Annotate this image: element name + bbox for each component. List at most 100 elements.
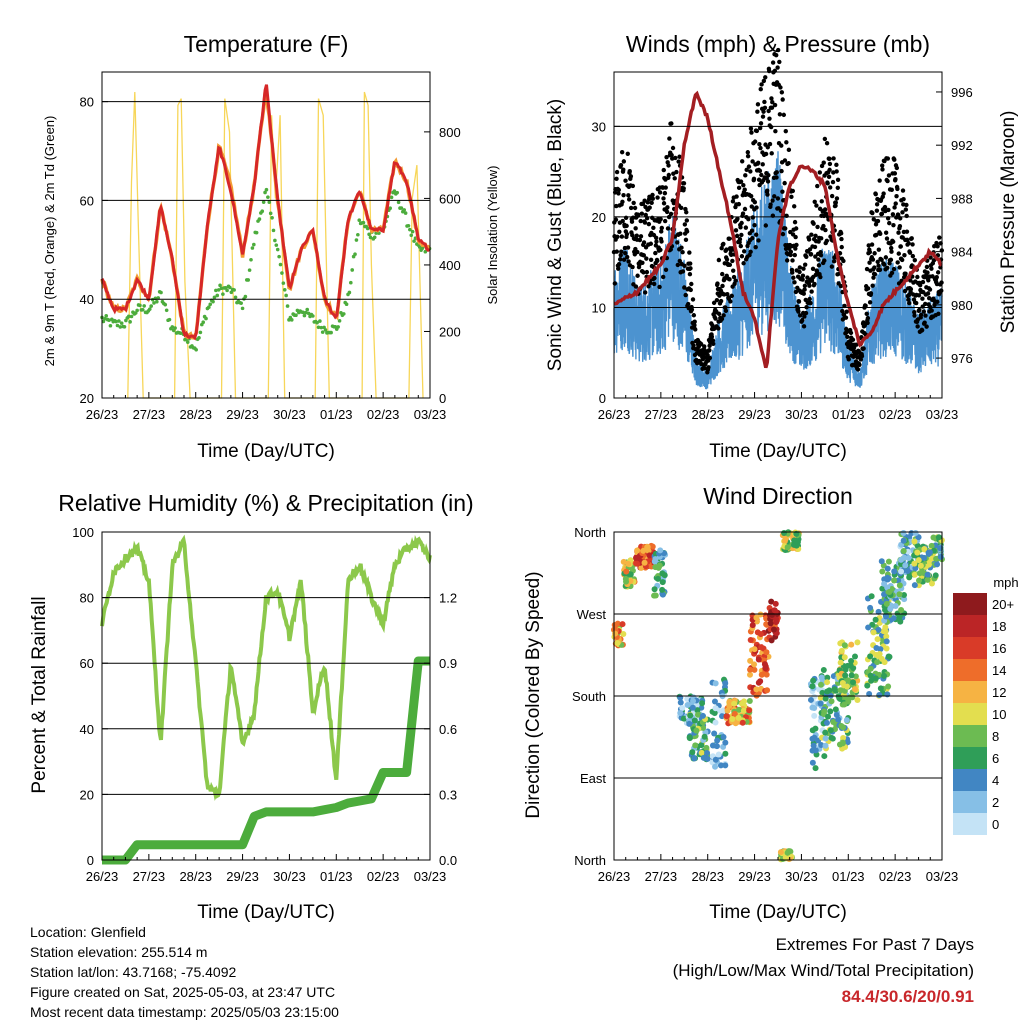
gust-point: [801, 266, 806, 271]
gust-point: [790, 270, 795, 275]
gust-point: [661, 196, 666, 201]
direction-point: [911, 571, 918, 578]
gust-point: [736, 185, 742, 191]
gust-point: [872, 271, 878, 277]
gust-point: [626, 193, 631, 198]
gust-point: [829, 264, 835, 269]
dewpoint-point: [423, 249, 428, 254]
gust-point: [890, 239, 896, 244]
gust-point: [813, 254, 818, 259]
direction-point: [811, 734, 818, 741]
gust-point: [831, 170, 836, 175]
dewpoint-series: [100, 187, 432, 352]
dewpoint-point: [336, 325, 340, 329]
gust-point: [654, 239, 659, 244]
direction-point: [881, 672, 888, 679]
gust-point: [912, 257, 918, 263]
gust-point: [707, 355, 713, 361]
gust-point: [870, 283, 875, 288]
direction-point: [684, 701, 691, 708]
direction-point: [746, 671, 753, 678]
gust-point: [657, 284, 662, 290]
gust-point: [684, 218, 690, 223]
dewpoint-point: [305, 307, 310, 312]
gust-point: [817, 170, 822, 175]
direction-point: [704, 749, 711, 756]
direction-point: [828, 734, 835, 741]
gust-point: [855, 367, 861, 372]
direction-point: [627, 578, 634, 585]
gust-point: [628, 174, 634, 179]
direction-point: [892, 602, 899, 609]
gust-point: [644, 269, 650, 275]
gust-point: [840, 308, 845, 314]
gust-point: [619, 234, 625, 239]
dewpoint-point: [201, 320, 206, 324]
wind-direction-x-tick-label: 03/23: [926, 869, 959, 884]
direction-point: [782, 535, 789, 542]
dewpoint-point: [207, 305, 211, 310]
direction-point: [677, 710, 684, 717]
gust-point: [801, 291, 806, 296]
speed-legend-label: 0: [992, 817, 999, 832]
gust-point: [777, 112, 783, 117]
direction-point: [651, 592, 658, 599]
humidity-y2-tick-label: 0.0: [439, 853, 457, 868]
gust-point: [802, 262, 808, 267]
gust-point: [876, 247, 882, 252]
gust-point: [678, 231, 683, 236]
gust-point: [727, 277, 732, 282]
gust-point: [779, 90, 785, 95]
speed-legend-swatch: [953, 593, 987, 615]
direction-point: [870, 629, 877, 636]
gust-point: [835, 177, 841, 183]
dewpoint-point: [163, 302, 168, 307]
dewpoint-point: [349, 280, 353, 285]
winds-y-tick-label: 30: [592, 119, 606, 134]
wind-direction-x-tick-label: 29/23: [738, 869, 771, 884]
gust-point: [792, 204, 797, 209]
direction-point: [698, 742, 705, 749]
wind-direction-x-tick-label: 27/23: [645, 869, 678, 884]
humidity-precip-panel: Relative Humidity (%) & Precipitation (i…: [29, 490, 474, 923]
gust-point: [929, 308, 934, 313]
gust-point: [770, 198, 775, 203]
direction-point: [699, 700, 706, 707]
gust-point: [702, 365, 707, 371]
gust-point: [932, 302, 937, 308]
direction-point: [784, 849, 791, 856]
direction-point: [868, 677, 875, 684]
gust-point: [827, 185, 833, 190]
gust-point: [621, 192, 626, 198]
direction-point: [841, 642, 848, 649]
direction-point: [746, 707, 753, 714]
direction-point: [917, 562, 924, 569]
gust-point: [891, 222, 896, 228]
direction-point: [911, 560, 918, 567]
gust-point: [713, 316, 718, 321]
gust-point: [757, 168, 763, 174]
gust-point: [651, 225, 656, 230]
direction-point: [887, 605, 894, 612]
dewpoint-point: [311, 314, 315, 318]
gust-point: [626, 197, 632, 202]
gust-point: [869, 242, 875, 247]
gust-point: [935, 244, 940, 249]
gust-point: [779, 168, 784, 174]
dewpoint-point: [167, 317, 172, 322]
gust-point: [819, 163, 825, 169]
dewpoint-point: [215, 293, 220, 298]
gust-point: [655, 258, 660, 264]
dewpoint-point: [277, 254, 281, 259]
direction-point: [896, 591, 903, 598]
dewpoint-point: [261, 200, 266, 204]
winds-x-tick-label: 01/23: [832, 407, 865, 422]
gust-point: [642, 220, 648, 225]
station-latlon: Station lat/lon: 43.7168; -75.4092: [30, 964, 237, 980]
direction-point: [757, 611, 764, 618]
gust-point: [748, 169, 753, 174]
direction-point: [747, 666, 754, 673]
gust-point: [903, 271, 908, 276]
dewpoint-point: [252, 242, 256, 247]
